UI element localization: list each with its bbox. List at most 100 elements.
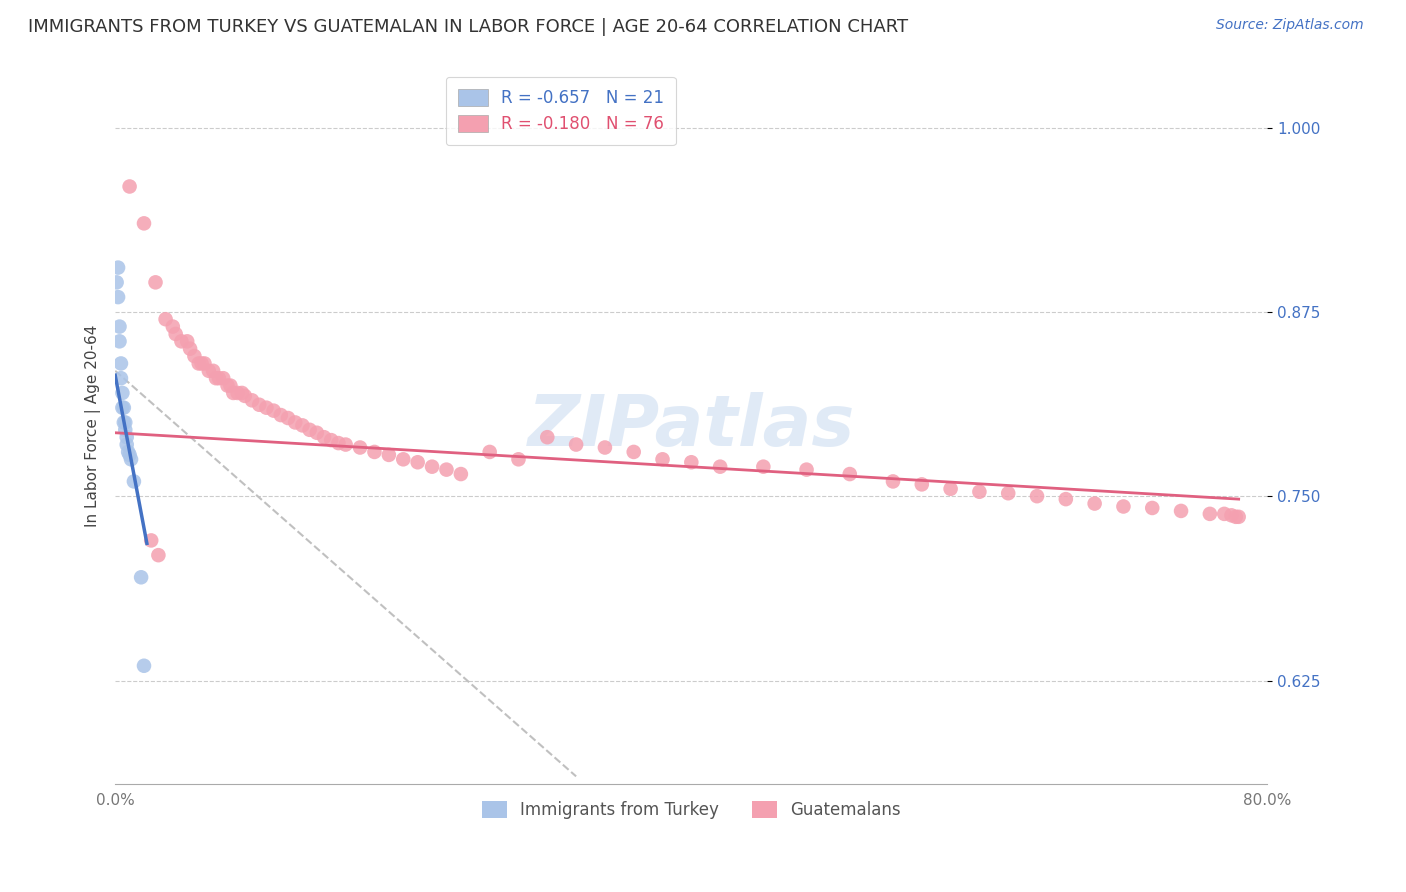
Point bbox=[349, 441, 371, 455]
Point bbox=[222, 386, 245, 401]
Point bbox=[291, 418, 314, 433]
Point bbox=[420, 459, 443, 474]
Text: Source: ZipAtlas.com: Source: ZipAtlas.com bbox=[1216, 18, 1364, 32]
Point bbox=[118, 179, 141, 194]
Point bbox=[115, 430, 138, 444]
Point bbox=[115, 437, 138, 451]
Point bbox=[284, 416, 307, 430]
Text: IMMIGRANTS FROM TURKEY VS GUATEMALAN IN LABOR FORCE | AGE 20-64 CORRELATION CHAR: IMMIGRANTS FROM TURKEY VS GUATEMALAN IN … bbox=[28, 18, 908, 36]
Point bbox=[107, 290, 129, 304]
Point bbox=[231, 386, 253, 401]
Point bbox=[120, 452, 142, 467]
Point bbox=[752, 459, 775, 474]
Point bbox=[162, 319, 184, 334]
Point bbox=[170, 334, 193, 349]
Point bbox=[132, 658, 155, 673]
Point bbox=[183, 349, 205, 363]
Point bbox=[240, 393, 263, 408]
Point bbox=[111, 386, 134, 401]
Point bbox=[198, 364, 221, 378]
Point bbox=[114, 416, 136, 430]
Point bbox=[217, 378, 239, 392]
Point bbox=[997, 486, 1019, 500]
Point bbox=[226, 386, 249, 401]
Point bbox=[1170, 504, 1192, 518]
Point bbox=[270, 408, 292, 422]
Point bbox=[796, 462, 818, 476]
Point bbox=[651, 452, 673, 467]
Point bbox=[105, 276, 128, 290]
Point bbox=[1026, 489, 1049, 503]
Point bbox=[406, 455, 429, 469]
Point bbox=[378, 448, 401, 462]
Point bbox=[129, 570, 152, 584]
Point bbox=[107, 260, 129, 275]
Point bbox=[190, 356, 212, 370]
Point bbox=[112, 416, 135, 430]
Point bbox=[882, 475, 904, 489]
Point bbox=[565, 437, 588, 451]
Point bbox=[392, 452, 415, 467]
Point bbox=[681, 455, 703, 469]
Point bbox=[118, 448, 141, 462]
Point bbox=[1084, 497, 1107, 511]
Point bbox=[969, 484, 991, 499]
Point bbox=[111, 401, 134, 415]
Y-axis label: In Labor Force | Age 20-64: In Labor Force | Age 20-64 bbox=[86, 325, 101, 527]
Point bbox=[108, 334, 131, 349]
Point bbox=[247, 398, 270, 412]
Point bbox=[838, 467, 860, 481]
Point bbox=[122, 475, 145, 489]
Point bbox=[233, 389, 256, 403]
Point bbox=[1142, 500, 1164, 515]
Point bbox=[208, 371, 231, 385]
Point bbox=[1213, 507, 1236, 521]
Point bbox=[112, 401, 135, 415]
Point bbox=[117, 445, 139, 459]
Point bbox=[176, 334, 198, 349]
Point bbox=[110, 371, 132, 385]
Point bbox=[108, 319, 131, 334]
Point bbox=[312, 430, 335, 444]
Point bbox=[328, 436, 350, 450]
Point bbox=[1225, 509, 1247, 524]
Point bbox=[263, 403, 285, 417]
Point bbox=[132, 216, 155, 230]
Point bbox=[1112, 500, 1135, 514]
Point bbox=[536, 430, 558, 444]
Point bbox=[709, 459, 731, 474]
Point bbox=[110, 356, 132, 370]
Point bbox=[911, 477, 934, 491]
Point bbox=[212, 371, 235, 385]
Point bbox=[205, 371, 228, 385]
Point bbox=[114, 423, 136, 437]
Point bbox=[321, 433, 343, 447]
Point bbox=[593, 441, 616, 455]
Point bbox=[193, 356, 215, 370]
Point bbox=[145, 276, 167, 290]
Point bbox=[277, 411, 299, 425]
Point bbox=[363, 445, 385, 459]
Point bbox=[298, 423, 321, 437]
Point bbox=[148, 548, 170, 562]
Point bbox=[165, 326, 187, 341]
Legend: Immigrants from Turkey, Guatemalans: Immigrants from Turkey, Guatemalans bbox=[475, 794, 908, 825]
Point bbox=[179, 342, 201, 356]
Point bbox=[623, 445, 645, 459]
Point bbox=[335, 437, 357, 451]
Point bbox=[141, 533, 163, 548]
Point bbox=[1054, 492, 1077, 507]
Point bbox=[478, 445, 501, 459]
Text: ZIPatlas: ZIPatlas bbox=[527, 392, 855, 460]
Point bbox=[219, 378, 242, 392]
Point bbox=[450, 467, 472, 481]
Point bbox=[1220, 508, 1243, 523]
Point bbox=[187, 356, 209, 370]
Point bbox=[202, 364, 225, 378]
Point bbox=[305, 425, 328, 440]
Point bbox=[939, 482, 962, 496]
Point bbox=[436, 462, 458, 476]
Point bbox=[1227, 509, 1250, 524]
Point bbox=[155, 312, 177, 326]
Point bbox=[508, 452, 530, 467]
